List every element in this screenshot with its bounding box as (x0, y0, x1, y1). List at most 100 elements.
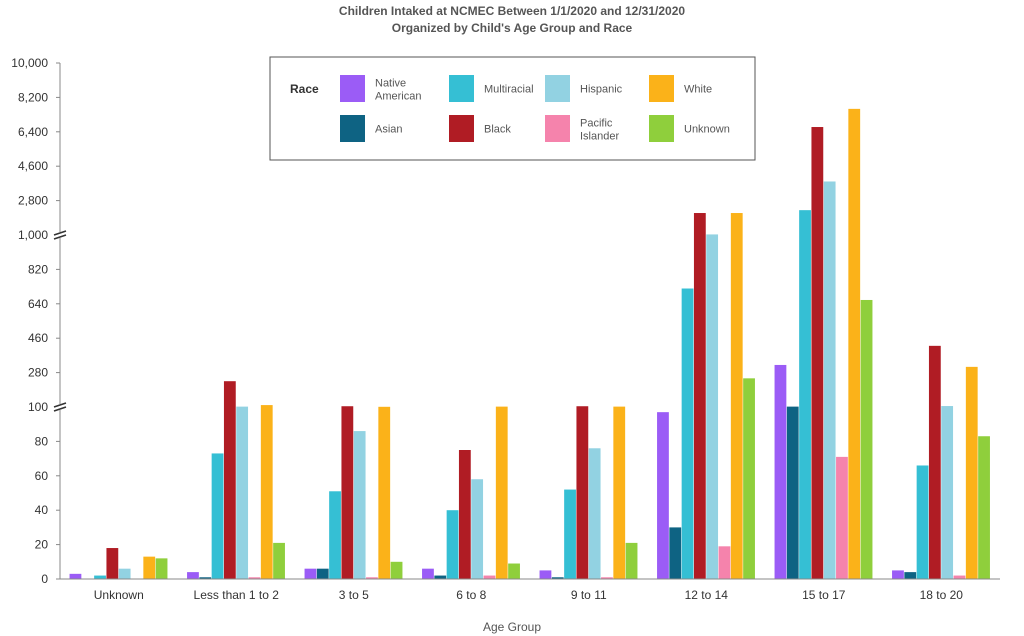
legend-label: Pacific (580, 118, 613, 130)
bar-asian-1 (199, 577, 212, 579)
bar-unknown-7 (978, 436, 990, 579)
bar-white-5 (730, 213, 743, 579)
legend-swatch (340, 115, 365, 142)
bar-native-american-3 (422, 568, 434, 579)
bars-group (69, 108, 990, 580)
bar-white-4 (613, 406, 626, 579)
legend-item-white: White (649, 75, 712, 102)
bar-pacific-islander-5 (718, 546, 731, 579)
bar-native-american-4 (539, 570, 552, 579)
bar-multiracial-1 (211, 453, 224, 579)
bar-hispanic-6 (823, 181, 836, 579)
bar-asian-6 (786, 406, 799, 579)
x-tick-label: 12 to 14 (685, 588, 729, 602)
bar-hispanic-1 (236, 406, 249, 579)
legend-swatch (449, 75, 474, 102)
legend-item-black: Black (449, 115, 511, 142)
axis-break-marker (53, 230, 67, 240)
y-tick-label: 20 (35, 538, 49, 552)
legend-swatch (340, 75, 365, 102)
legend-swatch (649, 75, 674, 102)
y-tick-label: 1,000 (18, 228, 48, 242)
legend-box (269, 56, 756, 161)
bar-multiracial-7 (916, 465, 929, 579)
legend-label: Native (375, 78, 406, 90)
legend-swatch (545, 115, 570, 142)
legend-swatch (545, 75, 570, 102)
legend-label: Hispanic (580, 84, 623, 96)
y-tick-label: 80 (35, 434, 49, 448)
bar-hispanic-7 (941, 406, 954, 579)
bar-unknown-0 (155, 558, 168, 579)
x-tick-label: 6 to 8 (456, 588, 486, 602)
axis-break-marker (53, 402, 67, 412)
bar-white-1 (260, 405, 273, 579)
chart-title: Children Intaked at NCMEC Between 1/1/20… (339, 4, 685, 18)
y-tick-label: 640 (28, 297, 48, 311)
bar-unknown-1 (273, 542, 285, 579)
bar-native-american-0 (69, 573, 82, 579)
bar-multiracial-6 (799, 210, 811, 579)
y-tick-label: 6,400 (18, 125, 48, 139)
bar-asian-5 (669, 527, 682, 579)
bar-black-7 (928, 345, 941, 579)
bar-asian-3 (434, 575, 447, 579)
bar-native-american-2 (304, 568, 317, 579)
bar-black-2 (341, 406, 354, 579)
bar-multiracial-3 (446, 510, 459, 579)
y-tick-label: 280 (28, 366, 48, 380)
bar-asian-4 (551, 577, 564, 579)
bar-white-2 (378, 406, 391, 579)
x-tick-label: 15 to 17 (802, 588, 846, 602)
bar-native-american-7 (892, 570, 904, 579)
bar-black-0 (106, 548, 119, 579)
bar-hispanic-0 (118, 568, 131, 579)
bar-hispanic-4 (588, 448, 601, 579)
y-tick-label: 4,600 (18, 159, 48, 173)
bar-hispanic-3 (471, 479, 484, 579)
bar-unknown-3 (508, 563, 520, 579)
bar-black-5 (693, 213, 706, 579)
bar-multiracial-4 (564, 489, 576, 579)
bar-white-6 (848, 108, 861, 579)
y-tick-label: 820 (28, 262, 48, 276)
legend-label: Asian (375, 124, 403, 136)
bar-pacific-islander-1 (248, 577, 261, 579)
y-tick-label: 2,800 (18, 194, 48, 208)
bar-pacific-islander-7 (953, 575, 966, 579)
legend-swatch (649, 115, 674, 142)
bar-pacific-islander-6 (836, 456, 848, 579)
bar-multiracial-5 (681, 288, 694, 579)
x-tick-label: 18 to 20 (920, 588, 964, 602)
x-axis-label: Age Group (483, 620, 541, 634)
bar-native-american-5 (657, 412, 669, 579)
y-tick-label: 8,200 (18, 90, 48, 104)
y-tick-label: 40 (35, 503, 49, 517)
x-tick-label: 9 to 11 (571, 588, 607, 602)
bar-hispanic-2 (353, 431, 366, 579)
y-axis: 0 20 40 60 80 100 280 460 640 820 1,000 2,800 4,600 6… (11, 56, 67, 586)
legend-label: Multiracial (484, 84, 534, 96)
legend-label: Islander (580, 131, 619, 143)
bar-multiracial-2 (329, 491, 341, 579)
legend-label: Unknown (684, 124, 730, 136)
legend-item-multiracial: Multiracial (449, 75, 534, 102)
legend-label: American (375, 91, 421, 103)
legend-label: Black (484, 124, 511, 136)
bar-pacific-islander-3 (483, 575, 496, 579)
bar-black-4 (576, 406, 589, 579)
y-tick-label: 460 (28, 331, 48, 345)
bar-unknown-6 (860, 299, 873, 579)
x-axis: Unknown Less than 1 to 2 3 to 5 6 to 8 9 to … (60, 578, 1000, 602)
y-tick-label: 100 (28, 400, 48, 414)
bar-native-american-6 (774, 364, 787, 579)
x-tick-label: 3 to 5 (339, 588, 369, 602)
bar-unknown-2 (390, 561, 403, 579)
bar-asian-2 (316, 568, 329, 579)
bar-black-1 (223, 381, 236, 579)
legend-title: Race (290, 82, 319, 96)
